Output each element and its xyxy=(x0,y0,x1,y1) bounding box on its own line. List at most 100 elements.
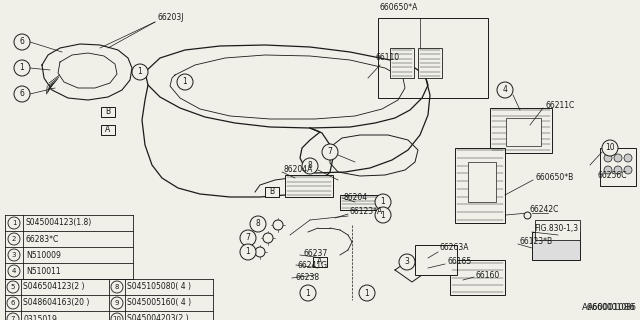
Text: 66241G: 66241G xyxy=(298,260,328,269)
Text: 3: 3 xyxy=(12,252,16,258)
Text: 6: 6 xyxy=(11,300,15,306)
Bar xyxy=(600,148,636,186)
Circle shape xyxy=(497,82,513,98)
Text: S048604163(20 ): S048604163(20 ) xyxy=(23,299,90,308)
Text: S045004123(1.8): S045004123(1.8) xyxy=(26,219,92,228)
Text: 7: 7 xyxy=(11,316,15,320)
Circle shape xyxy=(614,154,622,162)
Circle shape xyxy=(602,140,618,156)
Text: S045105080( 4 ): S045105080( 4 ) xyxy=(127,283,191,292)
Circle shape xyxy=(7,281,19,293)
Text: 66238: 66238 xyxy=(295,274,319,283)
Text: 66203J: 66203J xyxy=(158,13,184,22)
Text: 4: 4 xyxy=(502,85,508,94)
Text: 1: 1 xyxy=(246,247,250,257)
Text: 1: 1 xyxy=(138,68,142,76)
Text: A660001086: A660001086 xyxy=(582,303,635,312)
Text: 3: 3 xyxy=(404,258,410,267)
Bar xyxy=(532,232,580,260)
Text: 1: 1 xyxy=(381,211,385,220)
Circle shape xyxy=(240,244,256,260)
Text: 660650*B: 660650*B xyxy=(535,173,573,182)
Text: 66123*B: 66123*B xyxy=(520,237,553,246)
Circle shape xyxy=(255,247,265,257)
Circle shape xyxy=(322,144,338,160)
Text: 4: 4 xyxy=(12,268,16,274)
Text: 1: 1 xyxy=(20,63,24,73)
Bar xyxy=(285,175,333,197)
Text: 6: 6 xyxy=(20,37,24,46)
Circle shape xyxy=(359,285,375,301)
Text: 7: 7 xyxy=(328,148,332,156)
Text: N510009: N510009 xyxy=(26,251,61,260)
Text: 66242C: 66242C xyxy=(530,205,559,214)
Text: 660650*A: 660650*A xyxy=(380,4,419,12)
Text: 66211C: 66211C xyxy=(545,100,574,109)
Bar xyxy=(450,260,505,295)
Circle shape xyxy=(604,154,612,162)
Circle shape xyxy=(375,207,391,223)
Bar xyxy=(535,220,580,240)
Text: 66110: 66110 xyxy=(375,53,399,62)
Circle shape xyxy=(111,313,123,320)
Text: 8: 8 xyxy=(255,220,260,228)
Circle shape xyxy=(111,281,123,293)
Text: 66256C: 66256C xyxy=(597,171,627,180)
Text: FIG.830-1,3: FIG.830-1,3 xyxy=(534,223,578,233)
Text: 66160: 66160 xyxy=(476,270,500,279)
Text: 0315019: 0315019 xyxy=(23,315,57,320)
Text: A: A xyxy=(317,258,323,267)
Circle shape xyxy=(14,60,30,76)
Text: S045005160( 4 ): S045005160( 4 ) xyxy=(127,299,191,308)
Text: 10: 10 xyxy=(605,143,615,153)
Circle shape xyxy=(8,217,20,229)
Circle shape xyxy=(7,313,19,320)
Text: 1: 1 xyxy=(365,289,369,298)
Circle shape xyxy=(263,233,273,243)
Text: S045004203(2 ): S045004203(2 ) xyxy=(127,315,189,320)
Circle shape xyxy=(240,230,256,246)
Bar xyxy=(378,18,488,98)
FancyBboxPatch shape xyxy=(313,257,327,267)
Circle shape xyxy=(7,297,19,309)
Circle shape xyxy=(8,265,20,277)
Text: 66165: 66165 xyxy=(448,258,472,267)
Circle shape xyxy=(302,158,318,174)
Text: B: B xyxy=(106,108,111,116)
Circle shape xyxy=(132,64,148,80)
Text: B: B xyxy=(269,188,275,196)
Circle shape xyxy=(8,249,20,261)
Text: S046504123(2 ): S046504123(2 ) xyxy=(23,283,84,292)
Text: 9: 9 xyxy=(115,300,119,306)
Text: 8: 8 xyxy=(115,284,119,290)
Text: A: A xyxy=(106,125,111,134)
Text: 1: 1 xyxy=(306,289,310,298)
Text: 66283*C: 66283*C xyxy=(26,235,60,244)
Bar xyxy=(415,245,457,275)
Text: 1: 1 xyxy=(182,77,188,86)
Text: N510011: N510011 xyxy=(26,267,61,276)
Text: 66237: 66237 xyxy=(303,250,327,259)
Text: 1: 1 xyxy=(12,220,16,226)
Text: 6: 6 xyxy=(20,90,24,99)
Text: 5: 5 xyxy=(11,284,15,290)
Text: 66263A: 66263A xyxy=(440,244,470,252)
Circle shape xyxy=(399,254,415,270)
Bar xyxy=(418,48,442,78)
Text: A660001086: A660001086 xyxy=(588,303,637,313)
Bar xyxy=(490,108,552,153)
Text: 66123*A: 66123*A xyxy=(350,207,383,217)
Circle shape xyxy=(250,216,266,232)
Bar xyxy=(506,118,541,146)
FancyBboxPatch shape xyxy=(101,125,115,135)
Text: 7: 7 xyxy=(246,234,250,243)
Bar xyxy=(390,48,414,78)
Bar xyxy=(468,162,496,202)
Circle shape xyxy=(375,194,391,210)
Text: 86204: 86204 xyxy=(344,194,368,203)
Circle shape xyxy=(624,166,632,174)
Circle shape xyxy=(111,297,123,309)
Text: 86204A: 86204A xyxy=(283,165,312,174)
Circle shape xyxy=(604,166,612,174)
Text: 1: 1 xyxy=(381,197,385,206)
